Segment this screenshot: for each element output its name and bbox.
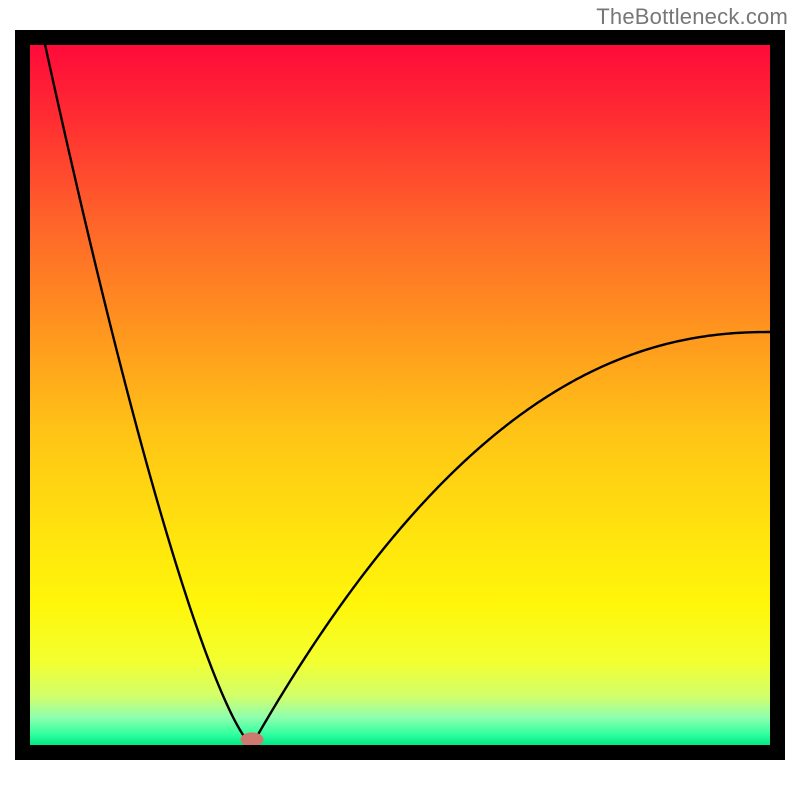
chart-container: { "watermark": { "text": "TheBottleneck.…	[0, 0, 800, 800]
watermark-text: TheBottleneck.com	[596, 4, 788, 30]
chart-svg	[0, 0, 800, 800]
gradient-background	[30, 45, 770, 745]
notch-marker	[241, 733, 263, 746]
